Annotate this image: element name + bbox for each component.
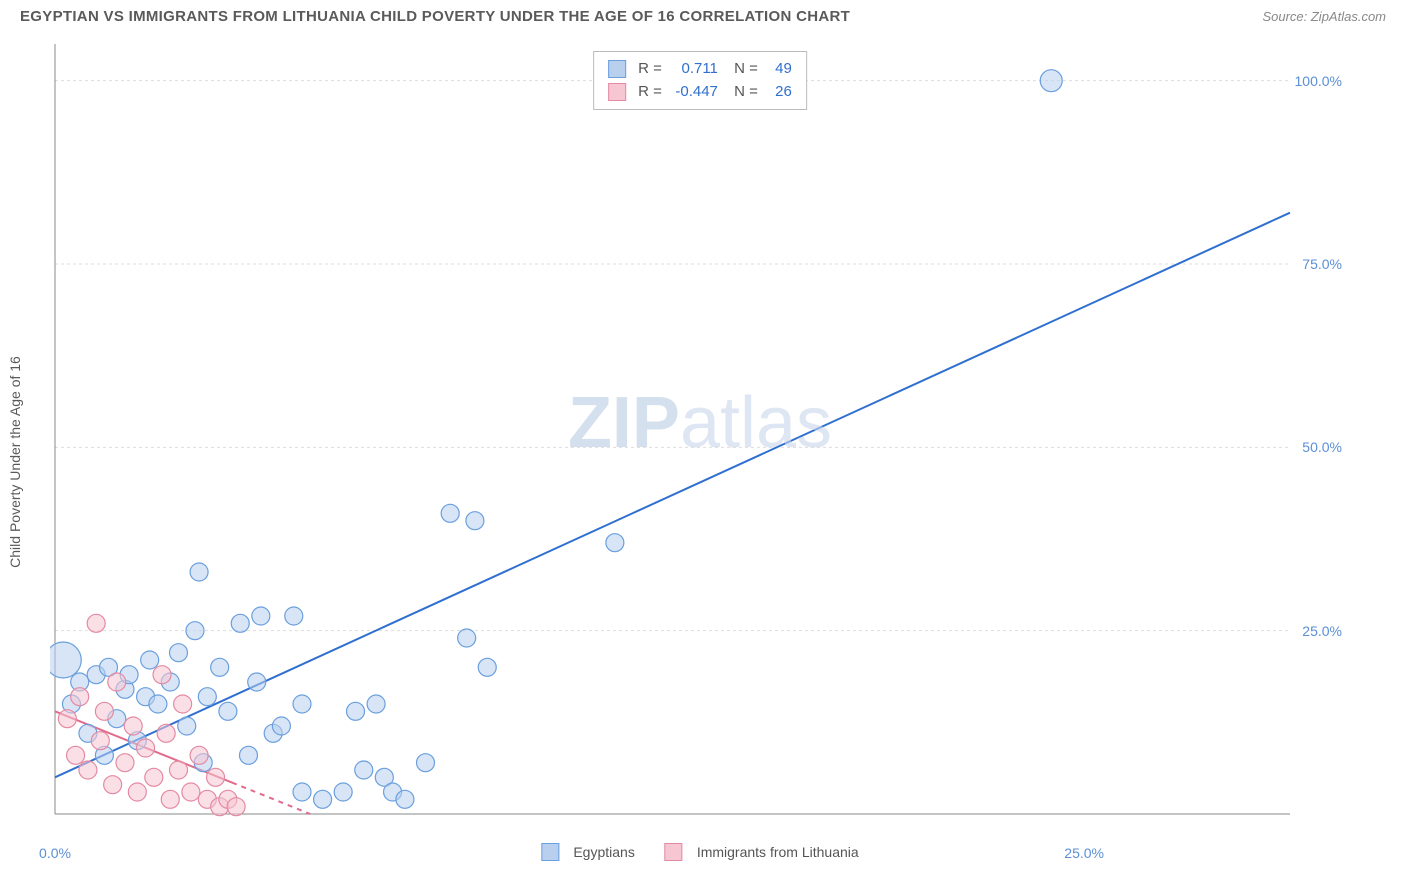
corr-row-egyptians: R = 0.711 N = 49 [608,58,792,81]
legend-item-lithuania: Immigrants from Lithuania [665,843,859,861]
corr-row-lithuania: R = -0.447 N = 26 [608,81,792,104]
legend-item-egyptians: Egyptians [541,843,634,861]
legend-swatch-egyptians [541,843,559,861]
source-label: Source: ZipAtlas.com [1262,9,1386,24]
swatch-egyptians [608,60,626,78]
x-tick-label: 25.0% [1064,845,1104,861]
chart-title: EGYPTIAN VS IMMIGRANTS FROM LITHUANIA CH… [20,8,850,25]
y-tick-label: 50.0% [1302,439,1342,455]
x-tick-label: 0.0% [39,845,71,861]
y-tick-label: 25.0% [1302,623,1342,639]
correlation-legend: R = 0.711 N = 49 R = -0.447 N = 26 [593,51,807,110]
chart-container: Child Poverty Under the Age of 16 ZIPatl… [0,29,1406,879]
swatch-lithuania [608,83,626,101]
plot-area: ZIPatlas R = 0.711 N = 49 R = -0.447 N =… [50,39,1350,839]
y-tick-label: 100.0% [1295,73,1342,89]
y-axis-label: Child Poverty Under the Age of 16 [7,356,23,568]
scatter-svg [50,39,1350,839]
y-tick-label: 75.0% [1302,256,1342,272]
series-legend: Egyptians Immigrants from Lithuania [541,843,858,861]
legend-swatch-lithuania [665,843,683,861]
